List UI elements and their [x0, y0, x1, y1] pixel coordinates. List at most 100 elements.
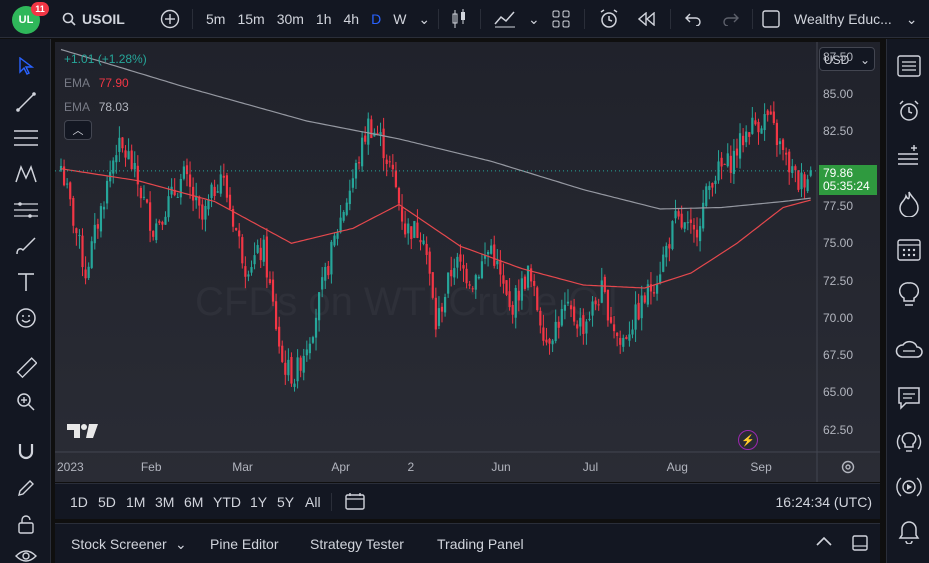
price-chart[interactable]: CFDs on WTI Crude Oil +1.01 (+1.28%) EMA…	[55, 42, 880, 482]
candle-body	[526, 265, 530, 288]
candle-body	[600, 280, 603, 303]
text-tool[interactable]	[13, 269, 39, 295]
timeframe-w[interactable]: W	[393, 11, 407, 27]
timeframe-4h[interactable]: 4h	[343, 11, 360, 27]
symbol-search-button[interactable]: USOIL	[62, 0, 125, 38]
range-3m[interactable]: 3M	[155, 494, 175, 510]
ruler-tool[interactable]	[13, 355, 39, 381]
maximize-panel-icon[interactable]	[851, 534, 869, 555]
candle-body	[711, 183, 714, 188]
candle-body	[597, 304, 600, 306]
chevron-down-icon[interactable]: ⌄	[175, 536, 187, 552]
alert-button[interactable]	[598, 0, 620, 38]
toolbar-divider	[192, 9, 193, 29]
watchlist-button[interactable]	[895, 52, 923, 80]
range-6m[interactable]: 6M	[184, 494, 204, 510]
streams-button[interactable]	[895, 337, 923, 365]
layout-button[interactable]: Wealthy Educ... ⌄	[762, 0, 918, 38]
tab-trading-panel[interactable]: Trading Panel	[437, 536, 524, 552]
candle-body	[434, 297, 437, 330]
trendline-tool[interactable]	[13, 89, 39, 115]
candle-body	[127, 151, 130, 160]
horizontal-lines-tool[interactable]	[13, 125, 39, 151]
range-1m[interactable]: 1M	[126, 494, 146, 510]
candle-body	[419, 239, 422, 243]
alerts-button[interactable]	[895, 97, 923, 125]
candle-body	[284, 362, 287, 375]
candle-body	[201, 204, 204, 220]
hotlists-button[interactable]	[895, 190, 923, 218]
ema-legend-2[interactable]: EMA 78.03	[64, 100, 129, 114]
candle-body	[797, 170, 800, 190]
brush-tool[interactable]	[13, 233, 39, 259]
range-1y[interactable]: 1Y	[250, 494, 268, 510]
candle-body	[772, 111, 775, 123]
utc-clock[interactable]: 16:24:34 (UTC)	[775, 494, 872, 510]
lightning-icon[interactable]: ⚡	[738, 430, 758, 450]
replay-button[interactable]	[638, 0, 656, 38]
candle-body	[102, 206, 106, 210]
range-5y[interactable]: 5Y	[277, 494, 295, 510]
magnet-tool[interactable]	[13, 439, 39, 465]
timeframe-30m[interactable]: 30m	[276, 11, 304, 27]
candle-body	[732, 150, 735, 174]
calendar-button[interactable]	[895, 235, 923, 263]
range-5d[interactable]: 5D	[98, 494, 116, 510]
candle-body	[192, 186, 195, 201]
ideas-button[interactable]	[895, 281, 923, 309]
right-sidebar	[886, 39, 929, 563]
notifications-button[interactable]	[895, 518, 923, 546]
chats-button[interactable]	[895, 384, 923, 412]
price-tick-label: 87.50	[823, 49, 854, 64]
collapse-panel-icon[interactable]	[815, 534, 833, 550]
cursor-tool[interactable]	[13, 53, 39, 79]
live-stream-button[interactable]	[895, 473, 923, 501]
visibility-tool[interactable]	[13, 543, 39, 563]
candle-body	[308, 343, 311, 354]
currency-select[interactable]: USD ⌄	[819, 47, 875, 71]
ema-legend-1[interactable]: EMA 77.90	[64, 76, 129, 90]
prediction-tool[interactable]	[13, 197, 39, 223]
indicators-button[interactable]: ⌄	[494, 0, 540, 38]
pattern-tool[interactable]	[13, 161, 39, 187]
timeframe-dropdown-icon[interactable]: ⌄	[418, 10, 431, 27]
templates-button[interactable]	[552, 0, 570, 38]
candle-body	[471, 288, 474, 290]
undo-button[interactable]	[684, 0, 702, 38]
bell-icon	[898, 521, 920, 544]
candle-body	[238, 230, 241, 237]
idea-stream-button[interactable]	[895, 429, 923, 457]
range-all[interactable]: All	[305, 494, 321, 510]
tab-strategy-tester[interactable]: Strategy Tester	[310, 536, 404, 552]
zoom-tool[interactable]	[13, 389, 39, 415]
user-avatar[interactable]: UL 11	[12, 2, 49, 34]
chart-canvas[interactable]	[55, 42, 880, 482]
add-symbol-button[interactable]	[160, 0, 180, 38]
emoji-tool[interactable]	[13, 305, 39, 331]
timeframe-5m[interactable]: 5m	[206, 11, 226, 27]
range-ytd[interactable]: YTD	[213, 494, 241, 510]
candle-body	[422, 240, 425, 245]
tab-pine-editor[interactable]: Pine Editor	[210, 536, 279, 552]
candle-body	[723, 163, 726, 165]
candle-body	[204, 205, 207, 220]
candle-body	[333, 235, 336, 246]
candle-body	[505, 280, 508, 295]
collapse-legend-button[interactable]: ︿	[64, 120, 92, 140]
timeframe-15m[interactable]: 15m	[237, 11, 265, 27]
candle-body	[714, 180, 717, 185]
range-1d[interactable]: 1D	[70, 494, 88, 510]
go-to-date-button[interactable]	[345, 492, 365, 513]
lock-tool[interactable]	[13, 511, 39, 537]
timeframe-d[interactable]: D	[371, 11, 382, 27]
data-window-button[interactable]	[895, 143, 923, 171]
chart-type-button[interactable]	[450, 0, 468, 38]
candle-body	[235, 227, 238, 231]
candle-body	[649, 284, 653, 292]
tab-stock-screener[interactable]: Stock Screener	[71, 536, 167, 552]
redo-button[interactable]	[722, 0, 740, 38]
candle-body	[407, 223, 410, 234]
timeframe-1h[interactable]: 1h	[315, 11, 332, 27]
candle-body	[705, 186, 708, 206]
drawing-mode-tool[interactable]	[13, 475, 39, 501]
